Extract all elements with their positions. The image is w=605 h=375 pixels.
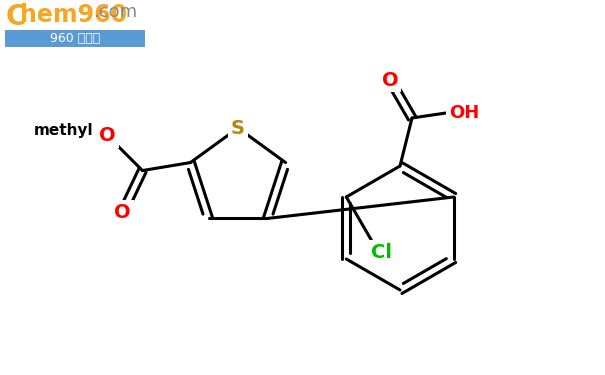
Text: O: O: [99, 126, 116, 145]
Text: C: C: [6, 3, 27, 31]
Text: S: S: [231, 118, 245, 138]
Text: .com: .com: [93, 3, 137, 21]
Text: O: O: [114, 203, 131, 222]
Text: OH: OH: [449, 104, 479, 122]
Text: Cl: Cl: [371, 243, 392, 261]
FancyBboxPatch shape: [5, 30, 145, 47]
Text: hem960: hem960: [20, 3, 127, 27]
Text: 960 化工网: 960 化工网: [50, 32, 100, 45]
Text: O: O: [382, 70, 398, 90]
Text: methyl: methyl: [34, 123, 93, 138]
